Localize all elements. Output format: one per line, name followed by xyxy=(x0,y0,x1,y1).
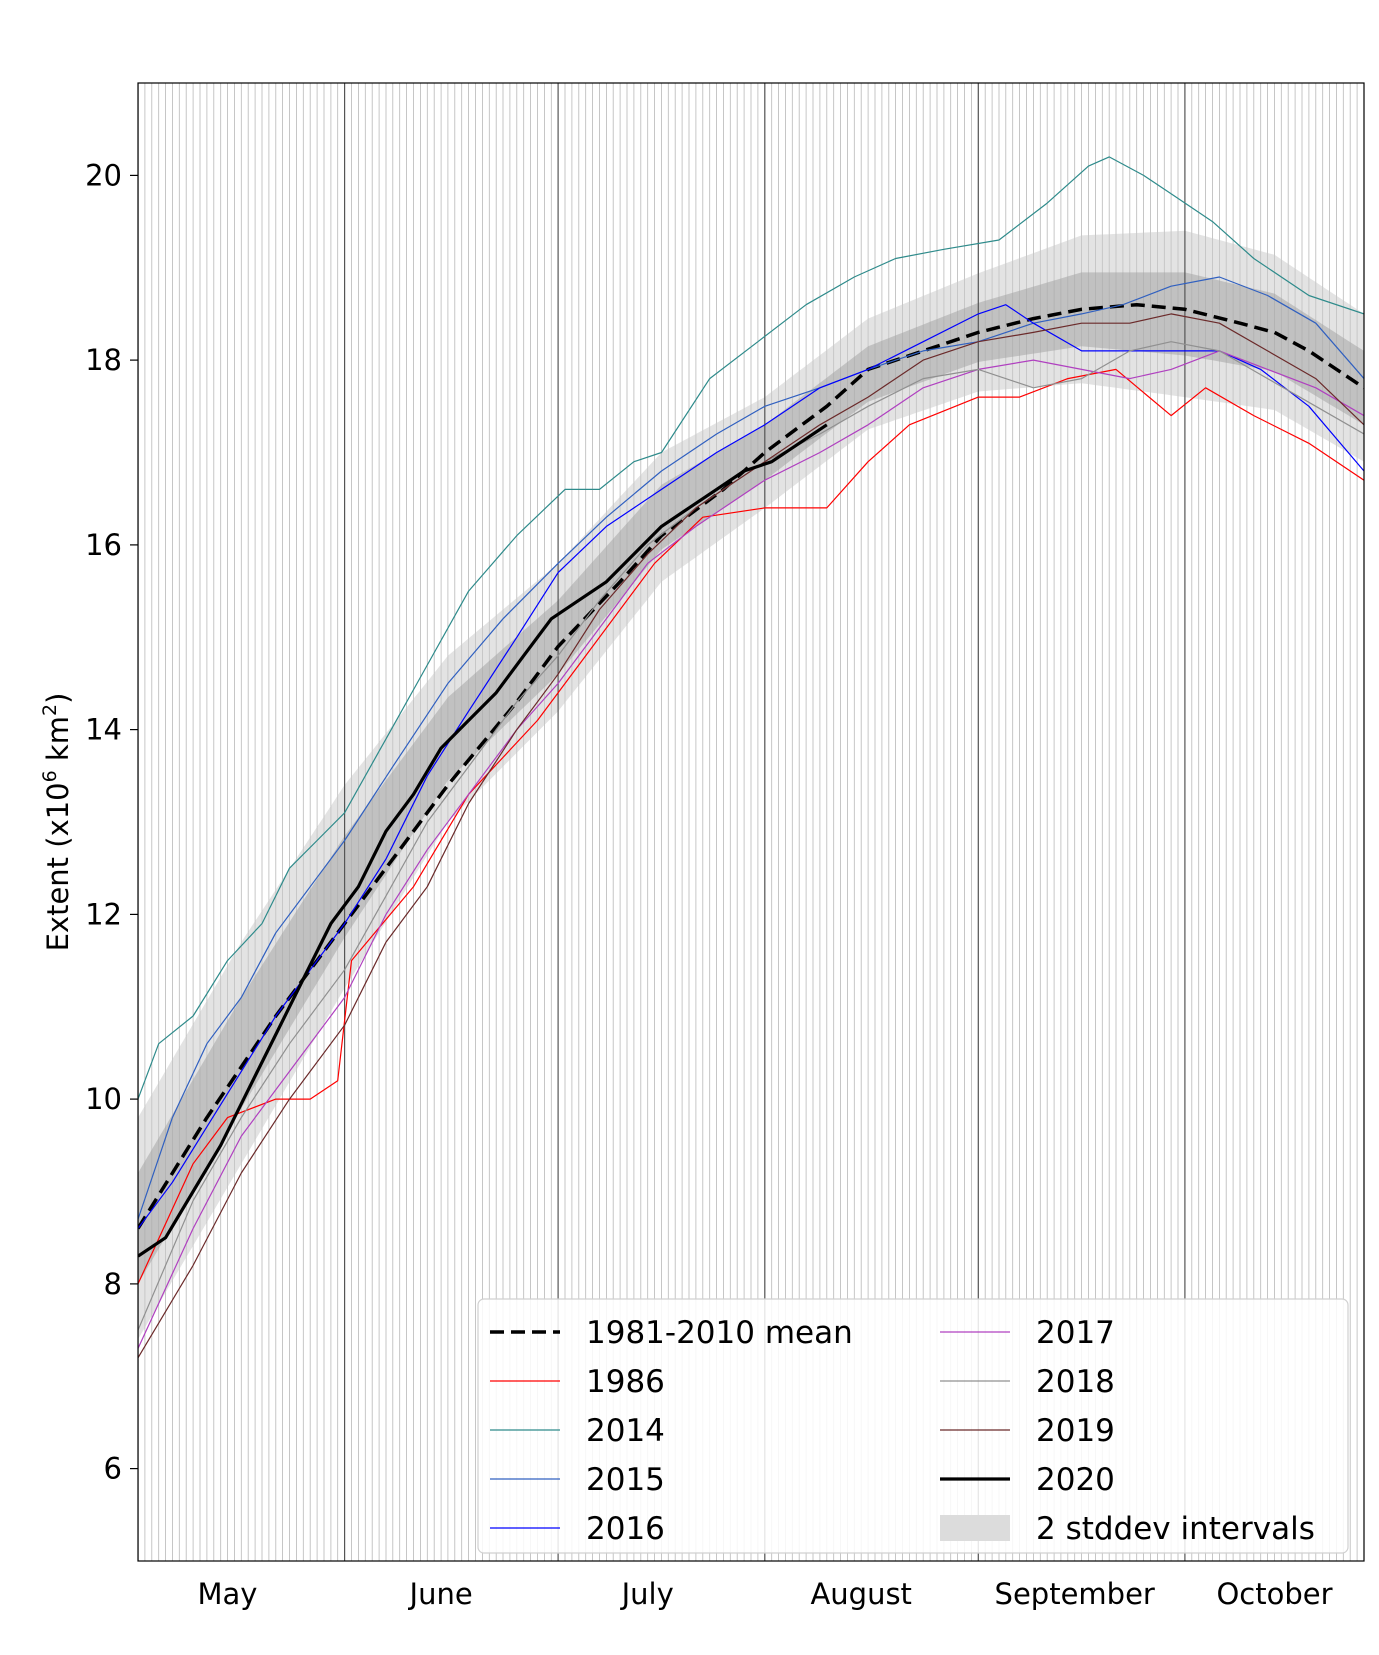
legend-label: 2019 xyxy=(1036,1413,1115,1449)
y-tick-label: 18 xyxy=(85,343,122,377)
y-tick-label: 16 xyxy=(85,528,122,562)
legend-box xyxy=(477,1298,1349,1554)
x-axis: May June July August September October xyxy=(198,1577,1333,1611)
series-line-2019 xyxy=(138,313,1364,1359)
legend-label: 2015 xyxy=(586,1462,665,1498)
y-tick-label: 20 xyxy=(85,158,122,192)
legend-label: 2 stddev intervals xyxy=(1036,1511,1315,1547)
series-lines xyxy=(138,156,1364,1359)
legend: 1981-2010 mean 1986 2014 2015 2016 2017 2018 20… xyxy=(477,1298,1349,1554)
legend-label: 1981-2010 mean xyxy=(586,1315,853,1351)
legend-label: 2016 xyxy=(586,1511,665,1547)
y-axis: 6 8 10 12 14 16 18 20 xyxy=(85,158,138,1486)
x-month-label: June xyxy=(408,1577,473,1611)
legend-label: 2020 xyxy=(1036,1462,1115,1498)
legend-label: 2018 xyxy=(1036,1364,1115,1400)
y-tick-label: 10 xyxy=(85,1082,122,1116)
x-month-label: May xyxy=(198,1577,258,1611)
y-tick-label: 12 xyxy=(85,897,122,931)
y-tick-label: 8 xyxy=(104,1267,122,1301)
x-month-label: July xyxy=(620,1577,674,1611)
legend-label: 2017 xyxy=(1036,1315,1115,1351)
legend-swatch-band xyxy=(940,1515,1010,1541)
x-month-label: September xyxy=(995,1577,1155,1611)
legend-label: 2014 xyxy=(586,1413,665,1449)
series-line-2014 xyxy=(138,156,1364,1100)
series-line-2015 xyxy=(138,276,1364,1220)
series-line-1981-2010-mean xyxy=(138,302,1364,1230)
x-month-label: October xyxy=(1216,1577,1332,1611)
band-1sd xyxy=(138,272,1364,1284)
plot-frame xyxy=(137,82,1365,1562)
series-line-2017 xyxy=(138,350,1364,1349)
stddev-bands xyxy=(138,230,1364,1340)
x-month-label: August xyxy=(810,1577,912,1611)
series-line-1986 xyxy=(138,368,1364,1285)
y-tick-label: 14 xyxy=(85,713,122,747)
series-line-2020 xyxy=(138,423,828,1258)
y-axis-title: Extent (x106 km2) xyxy=(39,693,75,952)
legend-label: 1986 xyxy=(586,1364,665,1400)
y-tick-label: 6 xyxy=(104,1452,122,1486)
